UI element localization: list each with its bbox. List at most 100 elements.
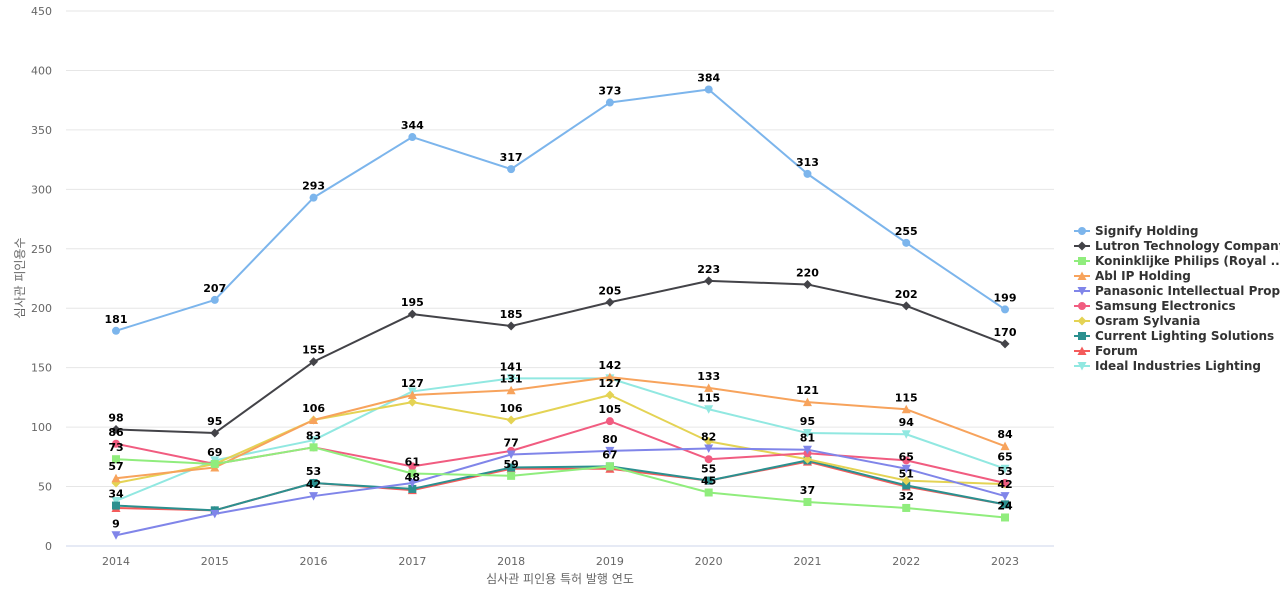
- data-point: [902, 456, 911, 465]
- data-point: [605, 417, 614, 426]
- data-point: [1000, 441, 1010, 451]
- x-tick-label: 2023: [991, 555, 1019, 568]
- legend-label: Samsung Electronics: [1095, 299, 1236, 313]
- series-group: [112, 85, 1010, 335]
- data-label: 81: [800, 432, 815, 445]
- data-point: [802, 279, 812, 289]
- data-label: 42: [997, 478, 1012, 491]
- data-label: 293: [302, 180, 325, 193]
- data-label: 115: [895, 391, 918, 404]
- y-tick-label: 50: [38, 481, 52, 494]
- data-point: [407, 397, 417, 407]
- y-tick-label: 0: [45, 540, 52, 553]
- data-point: [309, 478, 318, 487]
- legend-marker: [1078, 227, 1086, 235]
- series-group: [111, 276, 1010, 438]
- data-label: 205: [598, 284, 621, 297]
- data-point: [111, 531, 121, 540]
- data-label: 9: [112, 517, 120, 530]
- data-label: 48: [405, 471, 420, 484]
- x-tick-label: 2015: [201, 555, 229, 568]
- series-line: [115, 394, 1006, 486]
- data-point: [407, 309, 417, 319]
- legend-marker: [1077, 241, 1087, 251]
- series-line: [115, 460, 1006, 512]
- data-point: [901, 301, 911, 311]
- data-label: 223: [697, 263, 720, 276]
- data-point: [507, 463, 516, 472]
- data-point: [507, 471, 516, 480]
- legend-item: Lutron Technology Company: [1074, 239, 1280, 253]
- data-point: [309, 436, 319, 445]
- data-point: [901, 476, 911, 486]
- data-point: [111, 496, 121, 506]
- data-point: [704, 85, 713, 94]
- data-label: 98: [108, 411, 123, 424]
- data-point: [210, 459, 219, 468]
- data-label: 32: [899, 490, 914, 503]
- data-label: 86: [108, 426, 124, 439]
- data-label: 53: [997, 465, 1012, 478]
- series-group: [111, 390, 1010, 489]
- legend-marker: [1077, 287, 1087, 296]
- data-label: 55: [701, 463, 716, 476]
- y-axis-title: 심사관 피인용수: [13, 237, 27, 318]
- data-point: [902, 238, 911, 247]
- data-label: 133: [697, 370, 720, 383]
- data-label: 185: [500, 308, 523, 321]
- data-point: [802, 429, 812, 438]
- legend-item: Current Lighting Solutions: [1074, 329, 1274, 343]
- legend-marker: [1077, 271, 1087, 280]
- data-point: [902, 503, 911, 512]
- data-point: [506, 415, 516, 425]
- data-label: 105: [598, 403, 621, 416]
- data-point: [112, 439, 120, 448]
- data-label: 131: [500, 372, 523, 385]
- data-point: [1000, 339, 1010, 349]
- data-point: [803, 498, 812, 507]
- data-point: [408, 484, 417, 493]
- x-tick-label: 2014: [102, 555, 130, 568]
- data-point: [605, 372, 615, 382]
- x-tick-label: 2021: [793, 555, 821, 568]
- data-point: [605, 297, 615, 307]
- data-label: 45: [701, 475, 716, 488]
- series-line: [115, 447, 1006, 537]
- data-point: [112, 501, 120, 510]
- data-label: 127: [598, 377, 621, 390]
- data-label: 84: [997, 428, 1013, 441]
- y-tick-label: 200: [31, 302, 52, 315]
- data-label: 77: [503, 436, 518, 449]
- data-point: [408, 133, 417, 142]
- data-label: 121: [796, 384, 819, 397]
- data-label: 220: [796, 266, 819, 279]
- data-label: 127: [401, 377, 424, 390]
- data-point: [803, 169, 812, 178]
- data-label: 170: [994, 326, 1017, 339]
- legend-label: Osram Sylvania: [1095, 314, 1200, 328]
- data-label: 384: [697, 71, 720, 84]
- legend-item: Samsung Electronics: [1074, 299, 1236, 313]
- data-point: [309, 443, 318, 452]
- data-point: [802, 445, 812, 455]
- legend-marker: [1078, 257, 1086, 265]
- legend-label: Abl IP Holding: [1095, 269, 1191, 283]
- data-label: 65: [899, 451, 914, 464]
- series-line: [115, 376, 1006, 480]
- x-tick-label: 2019: [596, 555, 624, 568]
- legend-item: Panasonic Intellectual Prop...: [1074, 284, 1280, 298]
- data-point: [408, 462, 417, 471]
- data-label: 106: [302, 402, 325, 415]
- data-point: [407, 390, 417, 400]
- legend-label: Signify Holding: [1095, 224, 1198, 238]
- data-label: 313: [796, 156, 819, 169]
- data-point: [111, 473, 121, 483]
- y-tick-label: 400: [31, 64, 52, 77]
- data-point: [704, 488, 713, 497]
- data-label: 181: [105, 313, 128, 326]
- data-point: [210, 509, 220, 519]
- series-line: [115, 459, 1006, 512]
- data-label: 82: [701, 431, 716, 444]
